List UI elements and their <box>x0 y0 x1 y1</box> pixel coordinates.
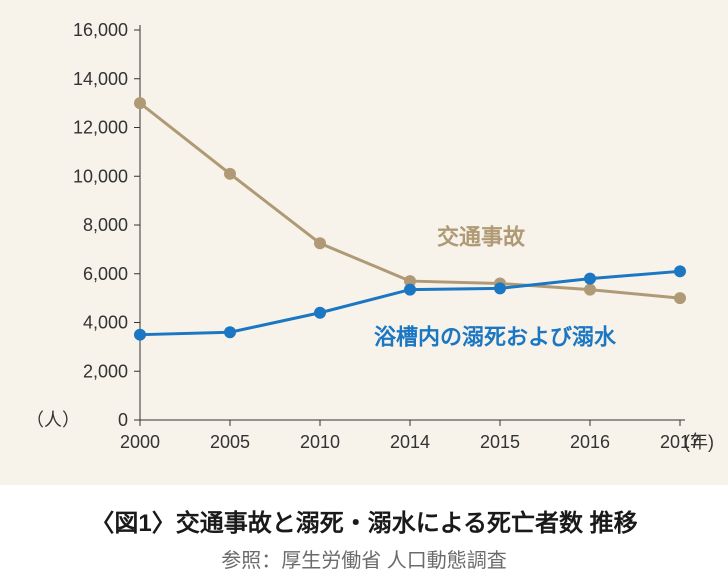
series-marker-drowning <box>404 284 416 296</box>
series-marker-drowning <box>584 273 596 285</box>
x-tick-label: 2014 <box>390 432 430 452</box>
series-marker-drowning <box>314 307 326 319</box>
series-marker-drowning <box>224 326 236 338</box>
series-marker-traffic <box>134 97 146 109</box>
series-marker-drowning <box>134 329 146 341</box>
y-tick-label: 8,000 <box>83 215 128 235</box>
y-tick-label: 6,000 <box>83 264 128 284</box>
x-tick-label: 2015 <box>480 432 520 452</box>
caption-container: 〈図1〉交通事故と溺死・溺水による死亡者数 推移 参照：厚生労働省 人口動態調査 <box>0 485 728 573</box>
y-tick-label: 14,000 <box>73 69 128 89</box>
series-marker-traffic <box>314 237 326 249</box>
series-marker-traffic <box>224 168 236 180</box>
x-tick-label: 2010 <box>300 432 340 452</box>
figure-source: 参照：厚生労働省 人口動態調査 <box>0 544 728 573</box>
y-tick-label: 2,000 <box>83 361 128 381</box>
y-tick-label: 12,000 <box>73 118 128 138</box>
series-label-traffic: 交通事故 <box>437 225 526 250</box>
series-line-traffic <box>140 103 680 298</box>
y-tick-label: 4,000 <box>83 313 128 333</box>
series-marker-drowning <box>674 265 686 277</box>
chart-container: 0 2,000 4,000 6,000 8,000 10,000 12,000 14,000 1… <box>0 0 728 485</box>
y-tick-label: 10,000 <box>73 166 128 186</box>
figure-title: 〈図1〉交通事故と溺死・溺水による死亡者数 推移 <box>0 503 728 538</box>
x-tick-label: 2000 <box>120 432 160 452</box>
y-tick-label: 16,000 <box>73 20 128 40</box>
x-tick-label: 2016 <box>570 432 610 452</box>
y-unit-label: （人） <box>26 410 80 430</box>
x-tick-label: 2005 <box>210 432 250 452</box>
y-tick-label: 0 <box>118 410 128 430</box>
series-marker-drowning <box>494 282 506 294</box>
series-marker-traffic <box>584 284 596 296</box>
x-unit-label: (年) <box>684 432 714 452</box>
line-chart: 0 2,000 4,000 6,000 8,000 10,000 12,000 14,000 1… <box>0 0 728 485</box>
series-label-drowning: 浴槽内の溺死および溺水 <box>374 324 617 349</box>
series-marker-traffic <box>674 292 686 304</box>
